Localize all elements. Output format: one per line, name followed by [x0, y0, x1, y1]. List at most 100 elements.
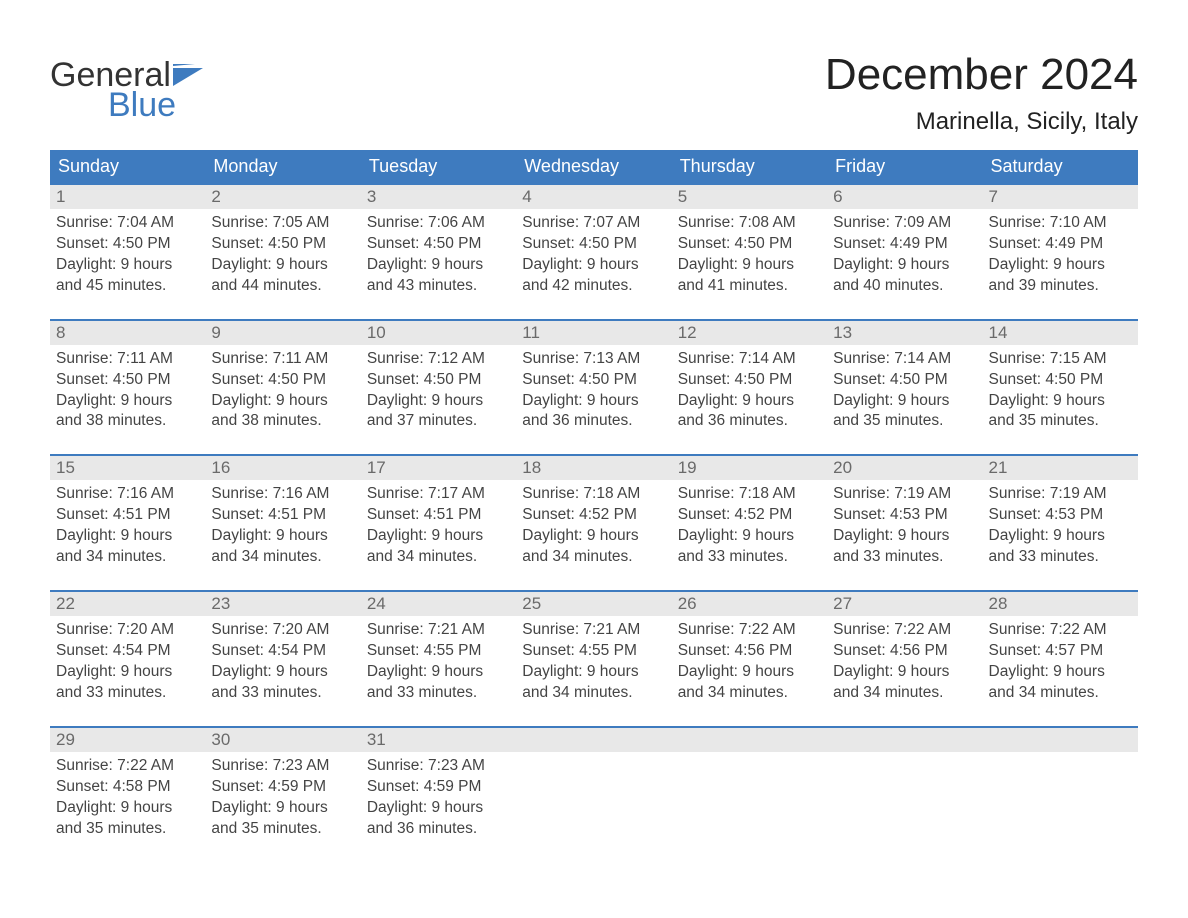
day-cell: 6Sunrise: 7:09 AMSunset: 4:49 PMDaylight…	[827, 183, 982, 319]
day-body: Sunrise: 7:11 AMSunset: 4:50 PMDaylight:…	[50, 345, 205, 455]
sunset-line: Sunset: 4:50 PM	[522, 234, 665, 255]
sunset-line: Sunset: 4:55 PM	[367, 641, 510, 662]
sunrise-line: Sunrise: 7:11 AM	[211, 349, 354, 370]
day-number: 30	[205, 728, 360, 752]
day-number: 16	[205, 456, 360, 480]
day-body: Sunrise: 7:22 AMSunset: 4:58 PMDaylight:…	[50, 752, 205, 862]
day-body: Sunrise: 7:17 AMSunset: 4:51 PMDaylight:…	[361, 480, 516, 590]
sunset-line: Sunset: 4:50 PM	[833, 370, 976, 391]
day-cell: 28Sunrise: 7:22 AMSunset: 4:57 PMDayligh…	[983, 590, 1138, 726]
sunrise-line: Sunrise: 7:09 AM	[833, 213, 976, 234]
sunrise-line: Sunrise: 7:07 AM	[522, 213, 665, 234]
daylight-line-1: Daylight: 9 hours	[367, 526, 510, 547]
month-title: December 2024	[50, 50, 1138, 100]
day-body: Sunrise: 7:04 AMSunset: 4:50 PMDaylight:…	[50, 209, 205, 319]
sunrise-line: Sunrise: 7:18 AM	[522, 484, 665, 505]
day-body: Sunrise: 7:23 AMSunset: 4:59 PMDaylight:…	[361, 752, 516, 862]
sunset-line: Sunset: 4:50 PM	[211, 370, 354, 391]
day-number: 18	[516, 456, 671, 480]
day-number: 9	[205, 321, 360, 345]
daylight-line-1: Daylight: 9 hours	[56, 391, 199, 412]
sunset-line: Sunset: 4:57 PM	[989, 641, 1132, 662]
daylight-line-2: and 34 minutes.	[522, 547, 665, 568]
sunset-line: Sunset: 4:50 PM	[211, 234, 354, 255]
daylight-line-2: and 34 minutes.	[367, 547, 510, 568]
sunset-line: Sunset: 4:58 PM	[56, 777, 199, 798]
week-row: 22Sunrise: 7:20 AMSunset: 4:54 PMDayligh…	[50, 590, 1138, 726]
daylight-line-1: Daylight: 9 hours	[989, 526, 1132, 547]
title-block: December 2024 Marinella, Sicily, Italy	[50, 50, 1138, 136]
sunrise-line: Sunrise: 7:19 AM	[989, 484, 1132, 505]
week-row: 15Sunrise: 7:16 AMSunset: 4:51 PMDayligh…	[50, 454, 1138, 590]
daylight-line-1: Daylight: 9 hours	[522, 526, 665, 547]
daylight-line-2: and 41 minutes.	[678, 276, 821, 297]
sunrise-line: Sunrise: 7:05 AM	[211, 213, 354, 234]
daylight-line-2: and 33 minutes.	[833, 547, 976, 568]
day-cell: 24Sunrise: 7:21 AMSunset: 4:55 PMDayligh…	[361, 590, 516, 726]
sunset-line: Sunset: 4:54 PM	[56, 641, 199, 662]
sunset-line: Sunset: 4:50 PM	[678, 234, 821, 255]
day-body: Sunrise: 7:13 AMSunset: 4:50 PMDaylight:…	[516, 345, 671, 455]
daylight-line-1: Daylight: 9 hours	[989, 255, 1132, 276]
day-body: Sunrise: 7:18 AMSunset: 4:52 PMDaylight:…	[672, 480, 827, 590]
sunset-line: Sunset: 4:55 PM	[522, 641, 665, 662]
daylight-line-1: Daylight: 9 hours	[367, 391, 510, 412]
daylight-line-2: and 34 minutes.	[989, 683, 1132, 704]
daylight-line-2: and 34 minutes.	[56, 547, 199, 568]
daylight-line-2: and 38 minutes.	[56, 411, 199, 432]
sunrise-line: Sunrise: 7:21 AM	[522, 620, 665, 641]
day-body: Sunrise: 7:11 AMSunset: 4:50 PMDaylight:…	[205, 345, 360, 455]
day-number: 3	[361, 185, 516, 209]
sunrise-line: Sunrise: 7:10 AM	[989, 213, 1132, 234]
day-cell: 20Sunrise: 7:19 AMSunset: 4:53 PMDayligh…	[827, 454, 982, 590]
day-body: Sunrise: 7:06 AMSunset: 4:50 PMDaylight:…	[361, 209, 516, 319]
daylight-line-1: Daylight: 9 hours	[56, 526, 199, 547]
day-cell: 27Sunrise: 7:22 AMSunset: 4:56 PMDayligh…	[827, 590, 982, 726]
daylight-line-2: and 38 minutes.	[211, 411, 354, 432]
day-number: 7	[983, 185, 1138, 209]
sunset-line: Sunset: 4:51 PM	[367, 505, 510, 526]
day-number	[672, 728, 827, 752]
daylight-line-2: and 45 minutes.	[56, 276, 199, 297]
day-number: 29	[50, 728, 205, 752]
sunset-line: Sunset: 4:53 PM	[833, 505, 976, 526]
sunset-line: Sunset: 4:56 PM	[678, 641, 821, 662]
daylight-line-1: Daylight: 9 hours	[678, 255, 821, 276]
week-row: 1Sunrise: 7:04 AMSunset: 4:50 PMDaylight…	[50, 183, 1138, 319]
daylight-line-1: Daylight: 9 hours	[989, 391, 1132, 412]
day-body: Sunrise: 7:10 AMSunset: 4:49 PMDaylight:…	[983, 209, 1138, 319]
sunrise-line: Sunrise: 7:22 AM	[678, 620, 821, 641]
day-cell: 29Sunrise: 7:22 AMSunset: 4:58 PMDayligh…	[50, 726, 205, 862]
sunrise-line: Sunrise: 7:06 AM	[367, 213, 510, 234]
sunrise-line: Sunrise: 7:15 AM	[989, 349, 1132, 370]
daylight-line-2: and 35 minutes.	[833, 411, 976, 432]
daylight-line-1: Daylight: 9 hours	[522, 662, 665, 683]
sunrise-line: Sunrise: 7:16 AM	[56, 484, 199, 505]
sunset-line: Sunset: 4:50 PM	[56, 234, 199, 255]
daylight-line-2: and 36 minutes.	[522, 411, 665, 432]
sunrise-line: Sunrise: 7:16 AM	[211, 484, 354, 505]
day-number: 26	[672, 592, 827, 616]
daylight-line-2: and 33 minutes.	[367, 683, 510, 704]
day-number: 11	[516, 321, 671, 345]
sunset-line: Sunset: 4:50 PM	[989, 370, 1132, 391]
day-body: Sunrise: 7:16 AMSunset: 4:51 PMDaylight:…	[50, 480, 205, 590]
sunset-line: Sunset: 4:51 PM	[56, 505, 199, 526]
day-body: Sunrise: 7:22 AMSunset: 4:56 PMDaylight:…	[672, 616, 827, 726]
sunrise-line: Sunrise: 7:17 AM	[367, 484, 510, 505]
daylight-line-2: and 36 minutes.	[678, 411, 821, 432]
sunset-line: Sunset: 4:49 PM	[989, 234, 1132, 255]
day-cell: 17Sunrise: 7:17 AMSunset: 4:51 PMDayligh…	[361, 454, 516, 590]
day-header: Friday	[827, 150, 982, 183]
day-header: Sunday	[50, 150, 205, 183]
sunrise-line: Sunrise: 7:08 AM	[678, 213, 821, 234]
day-number: 17	[361, 456, 516, 480]
sunset-line: Sunset: 4:50 PM	[367, 370, 510, 391]
day-cell	[983, 726, 1138, 862]
day-header: Saturday	[983, 150, 1138, 183]
day-body: Sunrise: 7:16 AMSunset: 4:51 PMDaylight:…	[205, 480, 360, 590]
day-number: 22	[50, 592, 205, 616]
day-body: Sunrise: 7:12 AMSunset: 4:50 PMDaylight:…	[361, 345, 516, 455]
daylight-line-1: Daylight: 9 hours	[833, 526, 976, 547]
brand-word-2: Blue	[108, 88, 203, 122]
